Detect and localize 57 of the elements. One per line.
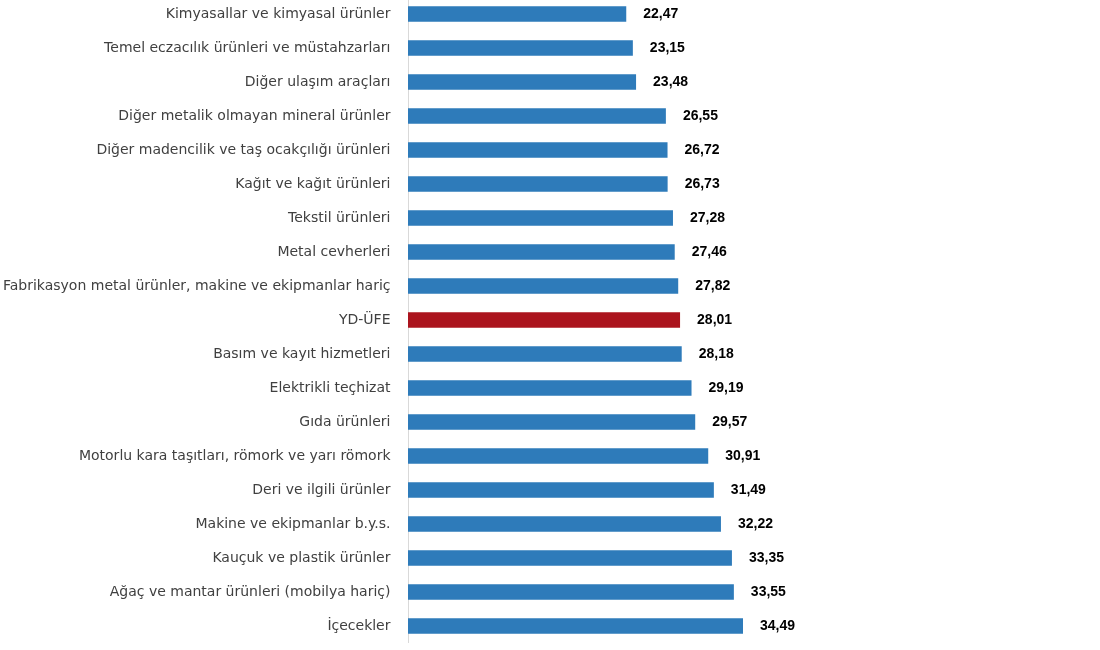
y-tick-label: Elektrikli teçhizat xyxy=(269,379,391,395)
y-tick-label: YD-ÜFE xyxy=(337,310,391,327)
y-tick-label: Diğer metalik olmayan mineral ürünler xyxy=(118,107,391,123)
bar xyxy=(408,346,682,362)
bar xyxy=(408,584,734,600)
y-tick-label: Ağaç ve mantar ürünleri (mobilya hariç) xyxy=(109,583,391,599)
data-label: 23,15 xyxy=(649,39,686,55)
y-tick-label: Basım ve kayıt hizmetleri xyxy=(213,345,391,361)
y-tick-label: Deri ve ilgili ürünler xyxy=(252,481,391,497)
data-label: 26,73 xyxy=(684,175,720,191)
data-label: 27,46 xyxy=(691,243,727,259)
y-tick-label: Kimyasallar ve kimyasal ürünler xyxy=(165,5,391,21)
y-tick-label: Temel eczacılık ürünleri ve müstahzarları xyxy=(103,39,391,55)
bar xyxy=(408,380,692,396)
y-tick-label: Tekstil ürünleri xyxy=(287,209,391,225)
bar xyxy=(408,74,637,90)
data-label: 22,47 xyxy=(643,5,679,21)
data-label: 34,49 xyxy=(760,617,796,633)
y-tick-label: Diğer ulaşım araçları xyxy=(244,73,391,89)
data-label: 32,22 xyxy=(737,515,774,531)
bar xyxy=(408,40,633,56)
y-tick-label: İçecekler xyxy=(327,616,391,633)
bar xyxy=(408,142,668,158)
y-tick-label: Motorlu kara taşıtları, römork ve yarı römork xyxy=(78,447,392,463)
y-tick-label: Gıda ürünleri xyxy=(299,413,391,429)
data-label: 28,01 xyxy=(697,311,733,327)
y-tick-label: Metal cevherleri xyxy=(277,243,391,259)
bar xyxy=(408,618,743,634)
data-label: 33,35 xyxy=(748,549,785,565)
data-label: 27,28 xyxy=(689,209,726,225)
bar xyxy=(408,244,675,260)
y-tick-label: Diğer madencilik ve taş ocakçılığı ürünleri xyxy=(96,141,391,157)
bar xyxy=(408,176,668,192)
data-label: 23,48 xyxy=(653,73,689,89)
bar xyxy=(408,278,679,294)
bar xyxy=(408,414,696,430)
y-tick-label: Kağıt ve kağıt ürünleri xyxy=(235,175,391,191)
data-label: 29,19 xyxy=(708,379,744,395)
y-tick-label: Kauçuk ve plastik ürünler xyxy=(212,549,391,565)
data-label: 26,55 xyxy=(682,107,719,123)
bar xyxy=(408,448,709,464)
bar xyxy=(408,550,732,566)
data-label: 33,55 xyxy=(750,583,787,599)
data-label: 27,82 xyxy=(695,277,731,293)
data-label: 28,18 xyxy=(698,345,734,361)
data-label: 26,72 xyxy=(684,141,720,157)
data-label: 30,91 xyxy=(725,447,761,463)
bar xyxy=(408,6,627,22)
bar xyxy=(408,312,681,328)
bar xyxy=(408,210,673,226)
y-tick-label: Makine ve ekipmanlar b.y.s. xyxy=(195,515,391,531)
bar xyxy=(408,108,666,124)
data-label: 29,57 xyxy=(712,413,748,429)
bar xyxy=(408,516,721,532)
bar xyxy=(408,482,714,498)
data-label: 31,49 xyxy=(730,481,767,497)
y-tick-label: Fabrikasyon metal ürünler, makine ve ekipmanlar hariç xyxy=(2,277,391,293)
